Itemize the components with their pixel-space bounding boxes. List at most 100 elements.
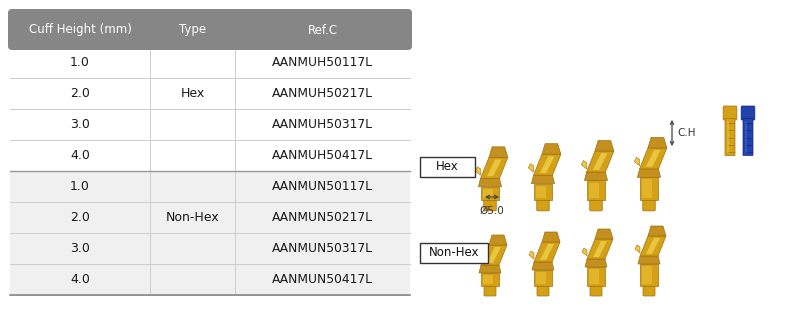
Polygon shape (640, 148, 667, 169)
Bar (10, 264, 410, 295)
Text: 4.0: 4.0 (70, 149, 90, 162)
Text: Ø5.0: Ø5.0 (480, 206, 504, 216)
Bar (744, 121, 747, 153)
FancyBboxPatch shape (723, 106, 737, 120)
Bar (482, 189, 493, 198)
Bar (10, 140, 410, 171)
Text: C.H: C.H (677, 128, 696, 138)
Polygon shape (534, 242, 560, 262)
Polygon shape (638, 256, 660, 264)
FancyBboxPatch shape (643, 284, 655, 296)
Text: 4.0: 4.0 (70, 273, 90, 286)
FancyBboxPatch shape (8, 9, 412, 50)
FancyBboxPatch shape (590, 198, 602, 211)
Text: 3.0: 3.0 (70, 118, 90, 131)
Bar (640, 264, 658, 286)
Polygon shape (593, 241, 607, 257)
Bar (589, 183, 600, 198)
Polygon shape (595, 229, 613, 239)
Text: 1.0: 1.0 (70, 56, 90, 69)
Bar (642, 179, 652, 198)
Polygon shape (638, 169, 661, 177)
Polygon shape (476, 254, 481, 262)
Polygon shape (582, 248, 587, 256)
Text: 2.0: 2.0 (70, 87, 90, 100)
Polygon shape (540, 156, 554, 173)
Text: AANMUN50317L: AANMUN50317L (272, 242, 373, 255)
Bar (536, 186, 546, 198)
Text: 1.0: 1.0 (70, 180, 90, 193)
Polygon shape (487, 160, 502, 176)
Polygon shape (532, 262, 554, 270)
Bar (10, 202, 410, 233)
Polygon shape (587, 239, 613, 259)
FancyBboxPatch shape (537, 284, 549, 296)
Bar (481, 273, 499, 286)
Bar (10, 171, 410, 202)
Bar (420, 243, 488, 263)
Text: AANMUN50117L: AANMUN50117L (272, 180, 373, 193)
Text: Non-Hex: Non-Hex (166, 211, 219, 224)
Text: AANMUH50417L: AANMUH50417L (272, 149, 373, 162)
Polygon shape (481, 157, 508, 178)
FancyBboxPatch shape (725, 119, 735, 155)
Polygon shape (478, 178, 502, 187)
Bar (533, 184, 553, 201)
Polygon shape (634, 157, 640, 166)
Bar (536, 272, 546, 284)
Polygon shape (489, 147, 508, 157)
Bar (10, 78, 410, 109)
Polygon shape (640, 236, 666, 256)
Text: AANMUH50317L: AANMUH50317L (272, 118, 373, 131)
Polygon shape (648, 226, 666, 236)
Polygon shape (595, 140, 614, 151)
Polygon shape (489, 235, 507, 245)
Text: Cuff Height (mm): Cuff Height (mm) (28, 23, 132, 36)
Text: Non-Hex: Non-Hex (429, 246, 479, 259)
Polygon shape (528, 164, 533, 172)
Bar (640, 177, 659, 201)
Text: Ref.C: Ref.C (307, 23, 338, 36)
FancyBboxPatch shape (484, 284, 496, 296)
Text: AANMUH50117L: AANMUH50117L (272, 56, 373, 69)
Polygon shape (533, 154, 561, 175)
Text: AANMUH50217L: AANMUH50217L (272, 87, 373, 100)
Bar (587, 180, 605, 201)
Polygon shape (487, 247, 501, 263)
Bar (481, 187, 499, 201)
Polygon shape (646, 238, 660, 254)
Polygon shape (584, 172, 608, 180)
Text: 2.0: 2.0 (70, 211, 90, 224)
Polygon shape (481, 245, 507, 265)
Text: Hex: Hex (180, 87, 204, 100)
Polygon shape (593, 153, 608, 170)
Bar (642, 266, 652, 284)
Polygon shape (542, 232, 560, 242)
Bar (589, 269, 599, 284)
Bar (10, 109, 410, 140)
FancyBboxPatch shape (484, 198, 496, 211)
Text: AANMUN50417L: AANMUN50417L (272, 273, 373, 286)
FancyBboxPatch shape (537, 198, 549, 211)
FancyBboxPatch shape (741, 106, 755, 120)
Text: AANMUN50217L: AANMUN50217L (272, 211, 373, 224)
Polygon shape (581, 161, 587, 169)
Text: Type: Type (179, 23, 206, 36)
Bar (10, 47, 410, 78)
Polygon shape (529, 251, 534, 259)
FancyBboxPatch shape (590, 284, 602, 296)
Polygon shape (542, 144, 561, 154)
Polygon shape (635, 245, 640, 253)
Bar (534, 270, 552, 286)
Bar (587, 267, 605, 286)
Polygon shape (540, 244, 554, 260)
Polygon shape (532, 175, 554, 184)
Bar (483, 275, 493, 284)
Text: Hex: Hex (436, 161, 459, 174)
Polygon shape (646, 150, 661, 167)
Polygon shape (479, 265, 501, 273)
FancyBboxPatch shape (743, 119, 753, 155)
Polygon shape (585, 259, 607, 267)
Text: 3.0: 3.0 (70, 242, 90, 255)
Polygon shape (587, 151, 614, 172)
